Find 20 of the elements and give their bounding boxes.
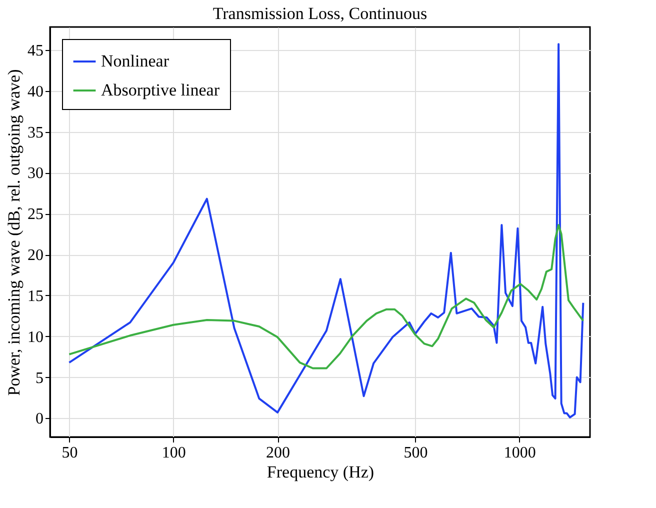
y-tick-label: 15: [28, 288, 44, 305]
y-tick-label: 40: [28, 83, 44, 100]
legend-label: Nonlinear: [101, 52, 170, 70]
y-tick-label: 30: [28, 165, 44, 182]
x-tick-label: 50: [62, 444, 78, 462]
y-tick-label: 10: [28, 328, 44, 346]
x-axis-title: Frequency (Hz): [266, 462, 374, 482]
y-tick-label: 20: [28, 247, 44, 264]
x-tick-label: 1000: [504, 444, 536, 462]
y-axis-title: Power, incoming wave (dB, rel. outgoing wave): [4, 69, 24, 396]
y-tick-label: 25: [28, 206, 44, 224]
x-tick-label: 100: [162, 444, 186, 462]
y-tick-label: 35: [28, 124, 44, 142]
legend-label: Absorptive linear: [101, 80, 220, 100]
x-tick-label: 200: [266, 444, 290, 462]
y-tick-label: 5: [36, 370, 44, 387]
chart-title: Transmission Loss, Continuous: [212, 4, 428, 23]
x-tick-label: 500: [404, 444, 428, 462]
y-tick-label: 45: [28, 42, 44, 60]
y-tick-label: 0: [36, 410, 44, 428]
